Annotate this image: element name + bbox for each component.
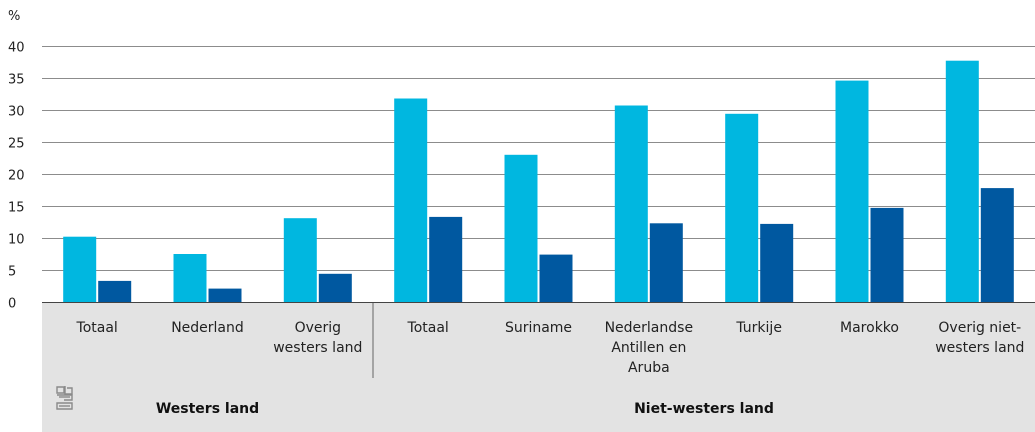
group-label: Westers land bbox=[156, 401, 259, 417]
gridlines bbox=[42, 46, 1035, 271]
bars bbox=[63, 60, 1014, 303]
y-tick-label: 20 bbox=[8, 169, 25, 184]
bar bbox=[539, 254, 573, 302]
bar bbox=[760, 223, 794, 302]
bar bbox=[394, 98, 428, 302]
category-labels: Totaal Nederland Overig westers land Totaal S… bbox=[76, 320, 1025, 376]
group-labels: Westers land Niet-westers land bbox=[156, 401, 774, 417]
y-tick-label: 35 bbox=[8, 73, 25, 88]
y-axis-ticks: 0 5 10 15 20 25 30 35 40 bbox=[8, 41, 25, 312]
y-tick-label: 40 bbox=[8, 41, 25, 56]
bar bbox=[429, 216, 463, 302]
y-tick-label: 10 bbox=[8, 233, 25, 248]
bar bbox=[98, 280, 132, 302]
y-tick-label: 0 bbox=[8, 297, 16, 312]
y-tick-label: 15 bbox=[8, 201, 25, 216]
bar bbox=[835, 80, 869, 302]
cbs-logo-icon bbox=[56, 386, 73, 410]
bar bbox=[649, 223, 683, 302]
y-tick-label: 25 bbox=[8, 137, 25, 152]
y-tick-label: 30 bbox=[8, 105, 25, 120]
y-tick-label: 5 bbox=[8, 265, 16, 280]
category-label: Suriname bbox=[505, 320, 572, 336]
bar bbox=[208, 288, 242, 302]
category-label: Overig niet-westers land bbox=[935, 320, 1024, 356]
category-label: Overig westers land bbox=[273, 320, 362, 356]
group-label: Niet-westers land bbox=[634, 401, 774, 417]
bar bbox=[283, 218, 317, 302]
bar bbox=[63, 236, 97, 302]
bar bbox=[614, 105, 648, 302]
bar bbox=[870, 207, 904, 302]
bar bbox=[945, 60, 979, 303]
bar bbox=[725, 113, 759, 302]
y-axis-unit: % bbox=[8, 9, 20, 24]
bar bbox=[173, 254, 207, 302]
category-label: Totaal bbox=[407, 320, 449, 336]
category-label: Nederland bbox=[171, 320, 244, 336]
bar bbox=[504, 154, 538, 302]
category-band-background bbox=[42, 303, 1035, 432]
bar bbox=[318, 273, 352, 302]
bar bbox=[980, 188, 1014, 302]
category-label: Nederlandse Antillen en Aruba bbox=[605, 320, 693, 376]
category-label: Turkije bbox=[735, 320, 782, 336]
category-label: Marokko bbox=[840, 320, 899, 336]
category-label: Totaal bbox=[76, 320, 118, 336]
